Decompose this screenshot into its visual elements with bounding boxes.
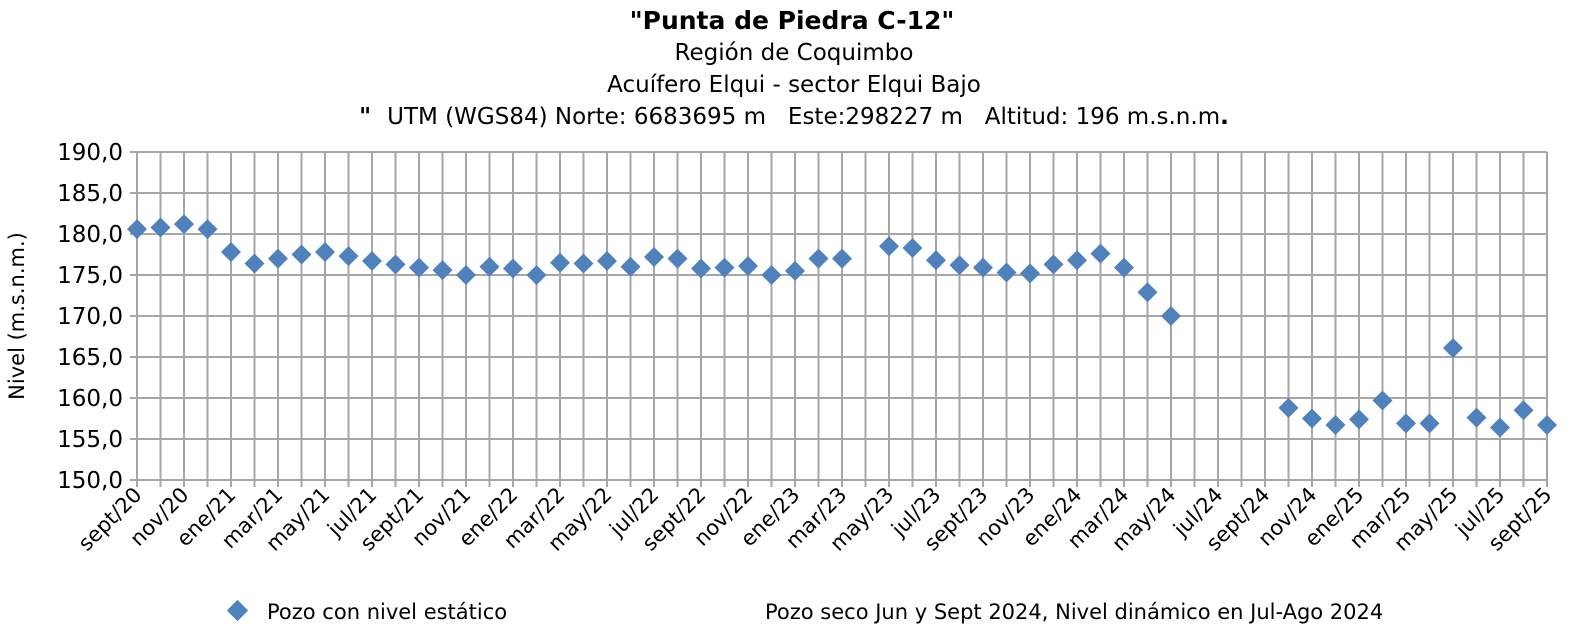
data-point xyxy=(644,246,664,267)
data-point xyxy=(479,256,500,277)
data-point xyxy=(1278,397,1299,418)
legend-series-label: Pozo con nivel estático xyxy=(267,600,508,624)
data-point xyxy=(1443,337,1463,358)
chart-title: "Punta de Piedra C-12" xyxy=(629,6,955,35)
data-point xyxy=(221,242,241,263)
data-point xyxy=(808,248,829,269)
y-tick-label: 190,0 xyxy=(57,140,123,166)
data-point xyxy=(1067,250,1087,271)
data-point xyxy=(362,251,382,272)
data-point xyxy=(432,260,453,281)
data-point xyxy=(573,253,594,274)
data-point xyxy=(526,265,547,285)
chart-legend: Pozo con nivel estático xyxy=(226,599,508,624)
legend-diamond-marker xyxy=(226,599,249,622)
chart-subtitle-location: " UTM (WGS84) Norte: 6683695 m Este:29822… xyxy=(0,101,1588,133)
data-point xyxy=(1372,390,1393,411)
chart-subtitle-aquifer: Acuífero Elqui - sector Elqui Bajo xyxy=(607,72,981,98)
data-point xyxy=(456,265,476,285)
data-point xyxy=(1513,400,1534,421)
data-point xyxy=(620,256,641,277)
data-point xyxy=(761,265,782,285)
data-point xyxy=(714,257,735,278)
data-point xyxy=(597,251,617,272)
y-tick-label: 150,0 xyxy=(57,468,123,494)
data-point xyxy=(1137,282,1158,303)
data-point xyxy=(150,217,171,238)
data-point xyxy=(926,250,946,271)
data-point xyxy=(832,248,852,269)
data-point xyxy=(1325,415,1346,436)
data-point xyxy=(949,255,970,276)
data-point xyxy=(1349,409,1369,430)
chart-titles: "Punta de Piedra C-12" Región de Coquimb… xyxy=(0,4,1588,133)
data-point xyxy=(1490,417,1510,438)
y-tick-label: 160,0 xyxy=(57,386,123,412)
data-point xyxy=(691,258,711,279)
data-point xyxy=(174,214,194,235)
data-point xyxy=(1537,415,1557,436)
data-point xyxy=(1114,257,1134,278)
location-text: UTM (WGS84) Norte: 6683695 m Este:298227… xyxy=(387,104,1221,130)
data-point xyxy=(268,248,288,269)
y-tick-label: 170,0 xyxy=(57,304,123,330)
data-point xyxy=(1302,408,1322,429)
data-point xyxy=(879,236,899,257)
data-point xyxy=(409,257,429,278)
data-point xyxy=(667,248,688,269)
chart-note: Pozo seco Jun y Sept 2024, Nivel dinámic… xyxy=(765,600,1384,624)
data-point xyxy=(197,219,218,240)
data-point xyxy=(127,219,147,240)
y-tick-label: 185,0 xyxy=(57,181,123,207)
data-point xyxy=(244,253,265,274)
data-point xyxy=(1466,407,1487,428)
y-axis-title: Nivel (m.s.n.m.) xyxy=(5,232,29,400)
location-end-mark: . xyxy=(1220,104,1229,130)
data-point xyxy=(315,242,335,263)
data-point xyxy=(550,252,570,273)
y-tick-label: 175,0 xyxy=(57,263,123,289)
y-tick-label: 155,0 xyxy=(57,427,123,453)
data-point xyxy=(338,246,359,267)
data-point xyxy=(902,237,923,258)
data-point xyxy=(1419,413,1440,434)
data-point xyxy=(1161,306,1181,326)
data-point xyxy=(785,260,805,281)
data-point xyxy=(973,257,993,278)
data-point xyxy=(385,254,406,275)
data-point xyxy=(1396,413,1416,434)
data-point xyxy=(996,262,1017,283)
data-point xyxy=(738,255,758,276)
data-point xyxy=(503,258,523,279)
data-point xyxy=(1090,243,1111,264)
chart-subtitle-region: Región de Coquimbo xyxy=(674,40,914,66)
data-point xyxy=(1020,263,1040,284)
y-tick-label: 180,0 xyxy=(57,222,123,248)
data-point xyxy=(1043,254,1064,275)
data-point xyxy=(291,244,312,265)
location-quote-mark: " xyxy=(359,104,372,130)
y-tick-label: 165,0 xyxy=(57,345,123,371)
